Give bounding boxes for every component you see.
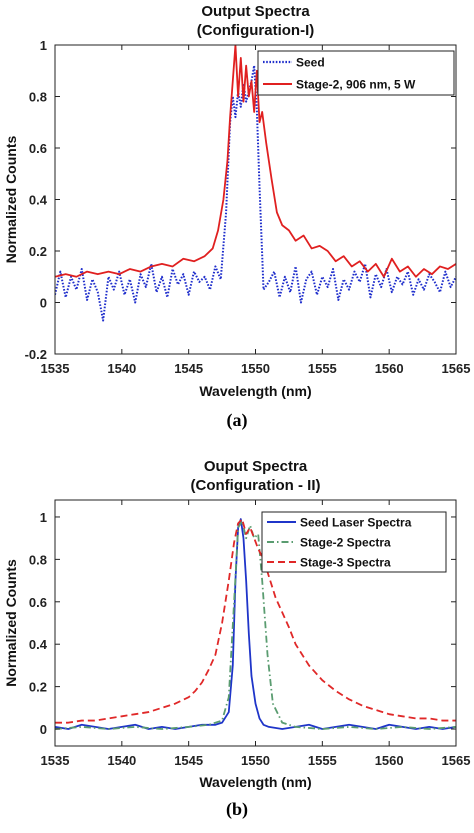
y-tick-label: 0.8 — [29, 552, 47, 567]
y-tick-label: -0.2 — [25, 347, 47, 362]
x-tick-label: 1565 — [442, 753, 471, 768]
x-tick-label: 1545 — [174, 361, 203, 376]
chart-subtitle: (Configuration - II) — [191, 477, 321, 494]
y-tick-label: 0.6 — [29, 595, 47, 610]
y-tick-label: 1 — [40, 38, 47, 53]
legend-entry: Stage-3 Spectra — [300, 556, 391, 570]
x-tick-label: 1540 — [107, 361, 136, 376]
y-tick-label: 0.2 — [29, 244, 47, 259]
series-line-3 — [55, 518, 456, 724]
y-tick-label: 0 — [40, 296, 47, 311]
y-axis-label: Normalized Counts — [3, 559, 19, 687]
chart-panel-2: Ouput Spectra (Configuration - II) 1535 154… — [3, 458, 470, 820]
y-tick-label: 0.6 — [29, 141, 47, 156]
legend-entry: Stage-2 Spectra — [300, 536, 391, 550]
legend-entry: Seed — [296, 56, 325, 70]
legend: Seed Laser Spectra Stage-2 Spectra Stage-3… — [261, 511, 447, 573]
x-axis-label: Wavelength (nm) — [199, 774, 311, 790]
chart-panel-1: Output Spectra (Configuration-I) 1535 1540 1… — [3, 3, 470, 431]
x-tick-label: 1540 — [107, 753, 136, 768]
chart-title: Output Spectra — [201, 3, 310, 20]
panel-label: (b) — [226, 799, 248, 820]
legend-box — [257, 50, 455, 96]
y-tick-label: 0.2 — [29, 680, 47, 695]
y-axis-label: Normalized Counts — [3, 136, 19, 264]
x-tick-label: 1555 — [308, 753, 337, 768]
y-tick-label: 0.8 — [29, 90, 47, 105]
x-tick-label: 1535 — [41, 753, 70, 768]
x-tick-label: 1565 — [442, 361, 471, 376]
legend-entry: Seed Laser Spectra — [300, 516, 412, 530]
x-tick-label: 1550 — [241, 753, 270, 768]
y-tick-label: 1 — [40, 510, 47, 525]
series-line-2 — [55, 520, 456, 730]
x-tick-label: 1555 — [308, 361, 337, 376]
y-tick-label: 0 — [40, 722, 47, 737]
series-line-2 — [55, 45, 456, 278]
y-tick-label: 0.4 — [29, 193, 48, 208]
legend: Seed Stage-2, 906 nm, 5 W — [257, 50, 455, 96]
chart-subtitle: (Configuration-I) — [197, 22, 314, 39]
panel-label: (a) — [227, 410, 248, 431]
x-tick-label: 1535 — [41, 361, 70, 376]
x-tick-label: 1560 — [375, 361, 404, 376]
x-tick-label: 1550 — [241, 361, 270, 376]
x-tick-label: 1560 — [375, 753, 404, 768]
x-tick-label: 1545 — [174, 753, 203, 768]
chart-title: Ouput Spectra — [204, 458, 308, 475]
legend-entry: Stage-2, 906 nm, 5 W — [296, 78, 416, 92]
y-tick-label: 0.4 — [29, 637, 48, 652]
x-axis-label: Wavelength (nm) — [199, 383, 311, 399]
